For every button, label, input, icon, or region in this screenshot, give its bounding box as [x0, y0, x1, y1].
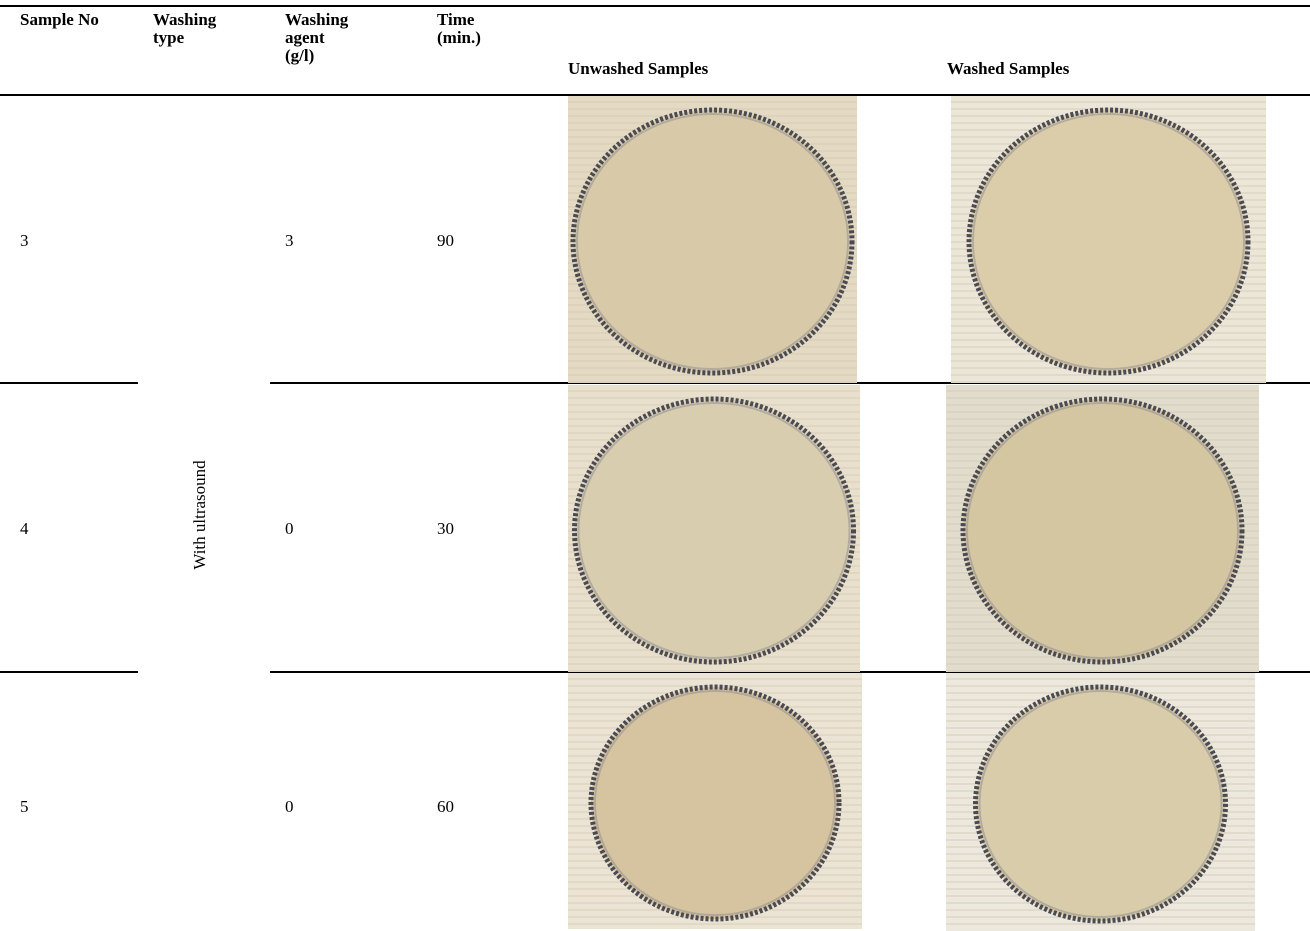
photo-shape — [591, 687, 839, 919]
sample-photo — [946, 385, 1259, 672]
top-rule — [0, 5, 1310, 7]
row-rule — [0, 382, 138, 384]
sample-photo — [951, 96, 1266, 383]
photo-shape — [963, 399, 1242, 662]
washing-type: With ultrasound — [190, 425, 210, 605]
table-cell: 90 — [437, 231, 454, 251]
row-rule — [0, 671, 138, 673]
table-cell: 3 — [20, 231, 29, 251]
table-cell: 0 — [285, 519, 294, 539]
column-header: Washing type — [153, 11, 243, 47]
column-header: Washed Samples — [947, 60, 1247, 78]
table-page: Sample No Washing type Washing agent (g/… — [0, 0, 1310, 931]
table-cell: 3 — [285, 231, 294, 251]
table-cell: 5 — [20, 797, 29, 817]
photo-shape — [575, 399, 854, 662]
sample-photo — [568, 96, 857, 383]
column-header: Time (min.) — [437, 11, 507, 47]
table-cell: 4 — [20, 519, 29, 539]
photo-shape — [573, 110, 852, 373]
table-cell: 30 — [437, 519, 454, 539]
photo-shape — [969, 110, 1248, 373]
table-cell: 60 — [437, 797, 454, 817]
photo-shape — [976, 687, 1226, 921]
column-header: Washing agent (g/l) — [285, 11, 355, 65]
sample-photo — [946, 673, 1255, 931]
column-header: Unwashed Samples — [568, 60, 868, 78]
column-header: Sample No — [20, 11, 130, 29]
sample-photo — [568, 385, 860, 672]
table-cell: 0 — [285, 797, 294, 817]
sample-photo — [568, 673, 862, 929]
